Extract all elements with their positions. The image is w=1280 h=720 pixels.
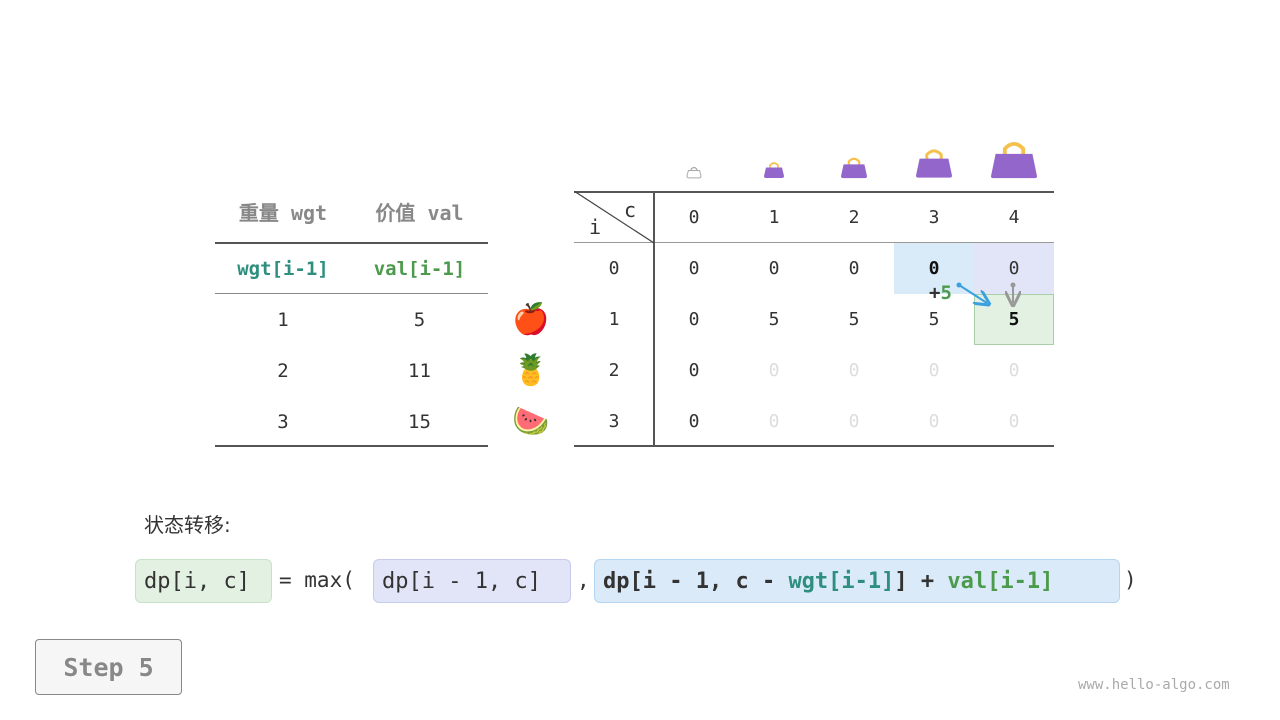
dp-cell: 0 <box>848 360 860 381</box>
col-header: 2 <box>848 207 860 228</box>
bag-icon <box>991 141 1037 178</box>
item-value: 5 <box>413 308 426 331</box>
corner-i-label: i <box>589 215 602 239</box>
dp-cell: 0 <box>1008 411 1020 432</box>
dp-cell: 0 <box>848 258 860 279</box>
dp-cell: 0 <box>768 411 780 432</box>
dp-cell: 0 <box>928 411 940 432</box>
apple-icon: 🍎 <box>512 302 550 337</box>
formula-eq: = max( <box>279 568 355 592</box>
col-header: 4 <box>1008 207 1020 228</box>
option-b-val: val[i-1] <box>947 568 1054 594</box>
row-header: 2 <box>608 360 620 381</box>
row-header: 3 <box>608 411 620 432</box>
value-header: 价值 val <box>375 201 464 225</box>
pineapple-icon: 🍍 <box>512 353 550 388</box>
step-button[interactable]: Step 5 <box>35 639 182 695</box>
formula-label: 状态转移: <box>144 513 231 537</box>
row-header: 0 <box>608 258 620 279</box>
dp-cell: 5 <box>928 309 940 330</box>
option-b-prefix: dp[i - 1, c - <box>603 568 789 594</box>
col-header: 1 <box>768 207 780 228</box>
dp-cell: 0 <box>848 411 860 432</box>
option-a-text: dp[i - 1, c] <box>382 568 541 594</box>
dp-cell: 0 <box>688 258 700 279</box>
dp-cell: 0 <box>928 258 940 279</box>
row-header: 1 <box>608 309 620 330</box>
corner-c-label: c <box>624 198 637 222</box>
bag-icon <box>841 157 867 178</box>
corner-diagonal <box>574 191 654 243</box>
col-header: 3 <box>928 207 940 228</box>
dp-cell: 0 <box>1008 258 1020 279</box>
item-weight: 1 <box>277 308 289 331</box>
dp-cell: 0 <box>1008 360 1020 381</box>
plus-sign: + <box>929 282 941 304</box>
dp-cell: 5 <box>1008 309 1020 330</box>
val-subheader: val[i-1] <box>373 257 466 280</box>
watermark: www.hello-algo.com <box>1078 677 1230 693</box>
item-value: 11 <box>408 359 431 382</box>
watermelon-icon: 🍉 <box>512 404 550 439</box>
col-header: 0 <box>688 207 700 228</box>
formula-option-a: dp[i - 1, c] <box>373 559 571 603</box>
formula-option-b: dp[i - 1, c - wgt[i-1]] + val[i-1] <box>594 559 1120 603</box>
bag-icon <box>764 162 784 178</box>
transition-arrows <box>956 282 1050 310</box>
increment-value: 5 <box>940 282 952 304</box>
dp-cell: 0 <box>688 411 700 432</box>
dp-cell: 0 <box>688 309 700 330</box>
bag-icon <box>916 149 952 178</box>
dp-cell: 0 <box>688 360 700 381</box>
dp-cell: 5 <box>848 309 860 330</box>
dp-cell: 0 <box>768 360 780 381</box>
increment-annotation: +5 <box>929 282 952 304</box>
dp-cell: 5 <box>768 309 780 330</box>
item-weight: 2 <box>277 359 289 382</box>
lhs-text: dp[i, c] <box>144 568 250 594</box>
weight-header: 重量 wgt <box>238 201 328 225</box>
item-value: 15 <box>408 410 431 433</box>
wgt-subheader: wgt[i-1] <box>237 257 329 280</box>
formula-close: ) <box>1124 568 1137 592</box>
dp-cell: 0 <box>768 258 780 279</box>
item-weight: 3 <box>277 410 289 433</box>
dp-cell: 0 <box>928 360 940 381</box>
formula-lhs: dp[i, c] <box>135 559 272 603</box>
empty-bag-icon <box>686 167 702 179</box>
formula-comma: , <box>577 568 590 592</box>
option-b-mid: ] + <box>894 568 948 594</box>
option-b-wgt: wgt[i-1] <box>788 568 895 594</box>
